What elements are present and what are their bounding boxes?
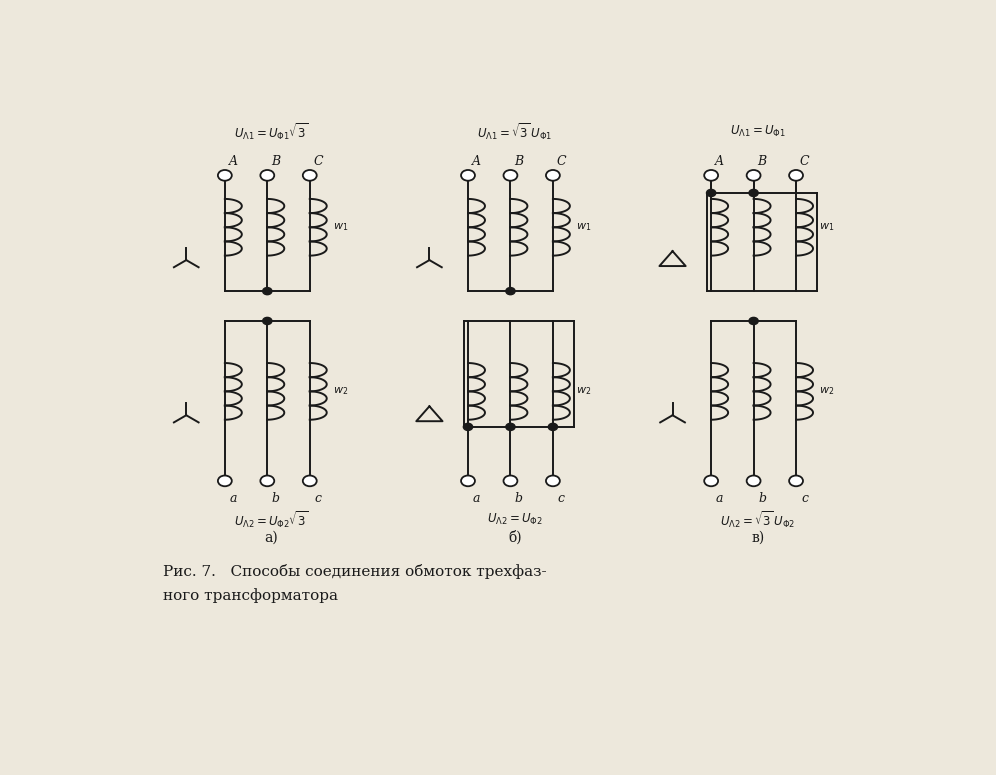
Text: $w_1$: $w_1$: [820, 222, 835, 233]
Circle shape: [218, 170, 232, 181]
Text: $w_1$: $w_1$: [333, 222, 349, 233]
Text: $w_2$: $w_2$: [820, 385, 835, 398]
Text: c: c: [315, 492, 322, 505]
Text: $U_{\Lambda1} = U_{\Phi1}\sqrt{3}$: $U_{\Lambda1} = U_{\Phi1}\sqrt{3}$: [234, 122, 309, 142]
Text: A: A: [472, 155, 481, 168]
Text: a: a: [473, 492, 480, 505]
Circle shape: [218, 476, 232, 486]
Circle shape: [463, 423, 473, 430]
Text: a: a: [716, 492, 723, 505]
Circle shape: [706, 189, 716, 197]
Circle shape: [260, 476, 274, 486]
Text: B: B: [514, 155, 524, 168]
Text: A: A: [715, 155, 724, 168]
Circle shape: [461, 476, 475, 486]
Text: b: b: [515, 492, 523, 505]
Circle shape: [747, 476, 761, 486]
Circle shape: [747, 170, 761, 181]
Text: в): в): [751, 531, 765, 545]
Circle shape: [260, 170, 274, 181]
Text: $w_1$: $w_1$: [576, 222, 592, 233]
Text: A: A: [229, 155, 238, 168]
Text: c: c: [558, 492, 565, 505]
Circle shape: [548, 423, 558, 430]
Text: $U_{\Lambda2} = U_{\Phi2}$: $U_{\Lambda2} = U_{\Phi2}$: [487, 512, 543, 527]
Text: c: c: [801, 492, 808, 505]
Text: $U_{\Lambda2} = \sqrt{3}\,U_{\Phi2}$: $U_{\Lambda2} = \sqrt{3}\,U_{\Phi2}$: [720, 509, 796, 530]
Text: a: a: [230, 492, 237, 505]
Circle shape: [303, 170, 317, 181]
Circle shape: [504, 170, 517, 181]
Text: B: B: [758, 155, 767, 168]
Text: а): а): [265, 531, 279, 545]
Text: C: C: [800, 155, 810, 168]
Text: б): б): [508, 530, 522, 545]
Circle shape: [504, 476, 517, 486]
Text: $w_2$: $w_2$: [333, 385, 349, 398]
Text: B: B: [271, 155, 280, 168]
Circle shape: [546, 170, 560, 181]
Circle shape: [749, 318, 758, 325]
Circle shape: [789, 170, 803, 181]
Text: b: b: [272, 492, 280, 505]
Circle shape: [506, 423, 515, 430]
Circle shape: [263, 288, 272, 294]
Text: $U_{\Lambda1} = \sqrt{3}\,U_{\Phi1}$: $U_{\Lambda1} = \sqrt{3}\,U_{\Phi1}$: [477, 122, 552, 142]
Text: C: C: [314, 155, 323, 168]
Text: b: b: [758, 492, 766, 505]
Text: $U_{\Lambda2} = U_{\Phi2}\sqrt{3}$: $U_{\Lambda2} = U_{\Phi2}\sqrt{3}$: [234, 509, 309, 530]
Circle shape: [506, 288, 515, 294]
Circle shape: [789, 476, 803, 486]
Circle shape: [461, 170, 475, 181]
Circle shape: [546, 476, 560, 486]
Circle shape: [303, 476, 317, 486]
Circle shape: [263, 318, 272, 325]
Text: $w_2$: $w_2$: [576, 385, 592, 398]
Text: C: C: [557, 155, 566, 168]
Circle shape: [704, 476, 718, 486]
Text: Рис. 7.   Способы соединения обмоток трехфаз-
ного трансформатора: Рис. 7. Способы соединения обмоток трехф…: [163, 564, 547, 603]
Circle shape: [704, 170, 718, 181]
Text: $U_{\Lambda1} = U_{\Phi1}$: $U_{\Lambda1} = U_{\Phi1}$: [730, 124, 786, 140]
Circle shape: [749, 189, 758, 197]
